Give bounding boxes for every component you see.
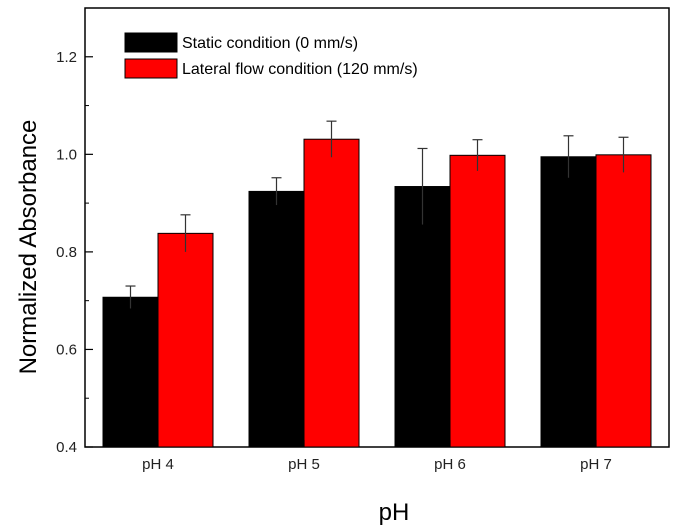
- legend-swatch-lateral-flow: [124, 58, 178, 79]
- y-tick-label: 0.8: [56, 244, 77, 261]
- y-tick-label: 1.0: [56, 146, 77, 163]
- bar-lateral-flow-4: [157, 232, 214, 448]
- legend-label-static: Static condition (0 mm/s): [182, 35, 358, 52]
- y-tick-label: 0.4: [56, 439, 77, 456]
- x-axis: pH 4 pH 5 pH 6 pH 7: [142, 440, 612, 473]
- y-tick-label: 0.6: [56, 341, 77, 358]
- bar-lateral-flow-7: [595, 154, 652, 448]
- bar-static-6: [394, 186, 451, 448]
- y-axis-title: Normalized Absorbance: [15, 120, 42, 375]
- x-tick-label: pH 5: [288, 456, 320, 473]
- x-tick-label: pH 7: [580, 456, 612, 473]
- bar-lateral-flow-6: [449, 154, 506, 448]
- legend: Static condition (0 mm/s) Lateral flow c…: [124, 32, 418, 79]
- plot-frame: [84, 7, 670, 448]
- legend-label-lateral-flow: Lateral flow condition (120 mm/s): [182, 61, 418, 78]
- bars-layer: [102, 138, 652, 448]
- x-tick-label: pH 4: [142, 456, 174, 473]
- bar-lateral-flow-5: [303, 138, 360, 448]
- y-axis: 0.4 0.6 0.8 1.0 1.2: [56, 49, 93, 456]
- legend-swatch-static: [124, 32, 178, 53]
- bar-static-4: [102, 296, 159, 448]
- errorbars-layer: [125, 120, 629, 309]
- y-tick-label: 1.2: [56, 49, 77, 66]
- x-tick-label: pH 6: [434, 456, 466, 473]
- bar-static-7: [540, 156, 597, 448]
- x-axis-title: pH: [379, 499, 410, 526]
- bar-static-5: [248, 190, 305, 448]
